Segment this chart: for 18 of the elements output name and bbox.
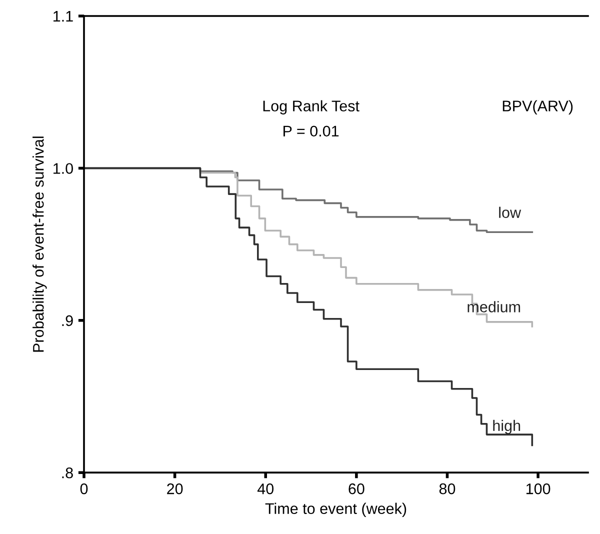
x-tick-label: 40 bbox=[257, 483, 274, 494]
series-label: high bbox=[493, 420, 520, 434]
y-axis-title: Probability of event-free survival bbox=[32, 136, 47, 352]
x-tick-label: 100 bbox=[526, 483, 550, 494]
y-tick-label: .8 bbox=[62, 467, 73, 478]
annotation: Log Rank Test bbox=[263, 100, 360, 114]
y-tick-label: 1.0 bbox=[54, 163, 73, 174]
x-axis-title: Time to event (week) bbox=[265, 502, 406, 518]
x-tick-label: 80 bbox=[439, 483, 456, 494]
x-tick-label: 0 bbox=[80, 483, 88, 494]
annotation: BPV(ARV) bbox=[502, 100, 573, 114]
series-label: low bbox=[499, 206, 522, 218]
y-tick-label: 1.1 bbox=[54, 11, 73, 22]
x-tick-label: 20 bbox=[167, 483, 183, 494]
x-tick-label: 60 bbox=[348, 483, 364, 494]
y-tick-label: .9 bbox=[62, 315, 73, 326]
series-label: medium bbox=[468, 301, 520, 312]
annotation: P = 0.01 bbox=[284, 126, 339, 137]
